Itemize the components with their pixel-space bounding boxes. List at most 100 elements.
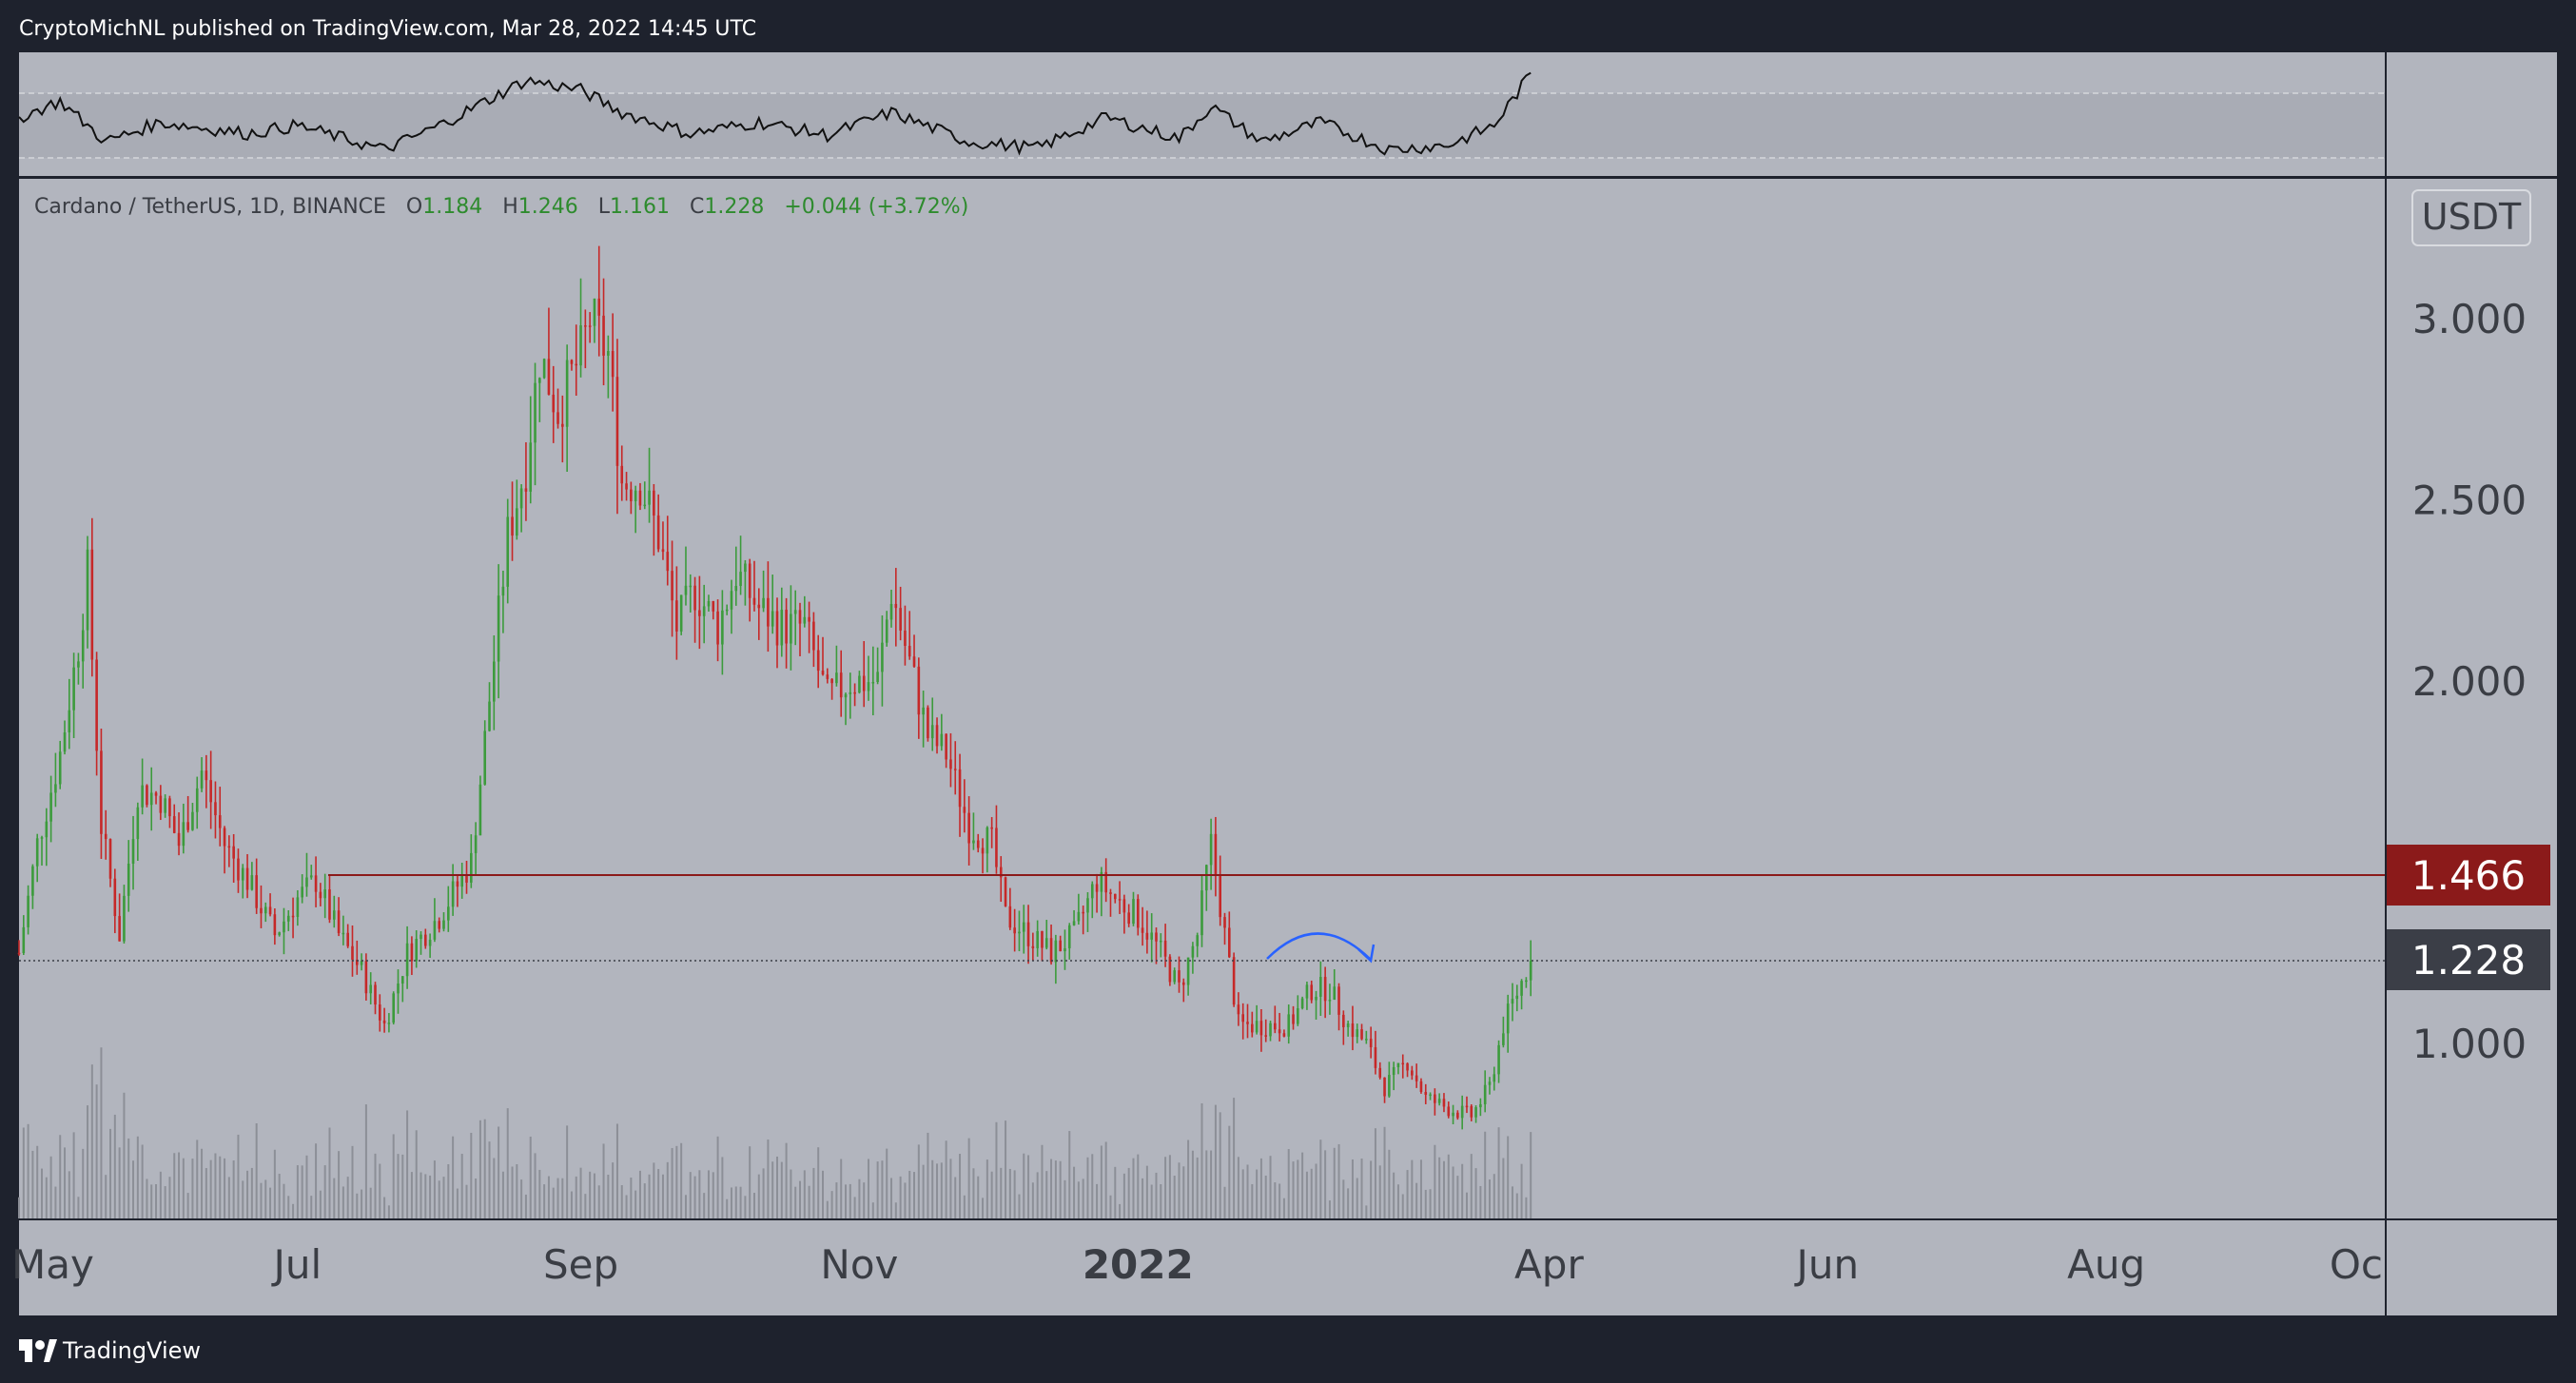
volume-bar bbox=[1388, 1149, 1391, 1218]
candle-body bbox=[1497, 1044, 1500, 1075]
candle-body bbox=[1511, 999, 1514, 1004]
resistance-price-tag[interactable] bbox=[2387, 845, 2550, 906]
volume-bar bbox=[1419, 1159, 1422, 1218]
volume-bar bbox=[319, 1190, 322, 1218]
candle-body bbox=[237, 858, 240, 881]
volume-bar bbox=[1050, 1159, 1053, 1218]
volume-bar bbox=[749, 1146, 751, 1218]
volume-bar bbox=[1525, 1197, 1528, 1218]
volume-bar bbox=[1305, 1171, 1308, 1218]
candle-body bbox=[689, 585, 693, 588]
candle-body bbox=[1356, 1029, 1359, 1038]
volume-bar bbox=[1401, 1194, 1404, 1218]
candle-body bbox=[1434, 1094, 1436, 1103]
candle-body bbox=[967, 812, 970, 844]
currency-button[interactable] bbox=[2411, 189, 2531, 246]
volume-bar bbox=[917, 1144, 920, 1218]
volume-bar bbox=[620, 1185, 623, 1218]
volume-bar bbox=[361, 1189, 363, 1218]
candle-body bbox=[177, 832, 181, 847]
last-price-tag[interactable] bbox=[2387, 929, 2550, 990]
candle-body bbox=[826, 674, 829, 679]
volume-bar bbox=[757, 1174, 760, 1218]
candle-body bbox=[1181, 982, 1185, 985]
volume-bar bbox=[182, 1158, 185, 1218]
candle-body bbox=[693, 585, 696, 611]
candle-body bbox=[762, 597, 765, 609]
volume-bar bbox=[945, 1140, 947, 1218]
candle-body bbox=[223, 828, 226, 847]
candle-body bbox=[81, 630, 85, 662]
candle-body bbox=[675, 600, 678, 632]
candle-body bbox=[816, 650, 820, 672]
volume-bar bbox=[684, 1195, 687, 1218]
candle-body bbox=[1136, 899, 1140, 928]
candle-body bbox=[529, 442, 533, 492]
candle-body bbox=[1315, 996, 1317, 1001]
candle-body bbox=[538, 378, 541, 383]
volume-bar bbox=[940, 1162, 943, 1218]
candle-body bbox=[501, 586, 505, 596]
candle-body bbox=[392, 993, 395, 1023]
volume-bar bbox=[392, 1134, 395, 1218]
candle-body bbox=[1196, 935, 1199, 946]
candle-body bbox=[400, 976, 404, 984]
volume-bar bbox=[949, 1159, 952, 1218]
candle-body bbox=[990, 827, 993, 829]
resistance-price-label: 1.466 bbox=[2411, 852, 2526, 899]
candle-body bbox=[1026, 922, 1030, 946]
symbol-legend[interactable]: Cardano / TetherUS, 1D, BINANCE O1.184 H… bbox=[34, 195, 968, 219]
candle-body bbox=[1310, 984, 1314, 1001]
candle-body bbox=[643, 504, 647, 507]
candle-body bbox=[785, 610, 788, 644]
candle-body bbox=[1305, 984, 1309, 999]
candle-body bbox=[342, 932, 345, 935]
candle-body bbox=[250, 875, 254, 890]
candle-body bbox=[286, 915, 290, 922]
candle-body bbox=[972, 840, 975, 844]
x-tick-label: 2022 bbox=[1083, 1241, 1194, 1288]
volume-bar bbox=[830, 1191, 833, 1218]
candle-body bbox=[1059, 940, 1062, 952]
candle-body bbox=[63, 731, 67, 752]
candle-body bbox=[182, 822, 185, 847]
candle-body bbox=[497, 595, 500, 662]
volume-bar bbox=[1297, 1159, 1299, 1218]
volume-bar bbox=[264, 1179, 267, 1218]
candle-body bbox=[191, 811, 194, 830]
volume-bar bbox=[205, 1168, 207, 1218]
legend-close-label: C bbox=[690, 195, 704, 219]
candle-body bbox=[68, 710, 71, 732]
candle-body bbox=[104, 833, 107, 840]
candle-body bbox=[1392, 1066, 1395, 1076]
volume-bar bbox=[470, 1132, 473, 1218]
volume-bar bbox=[798, 1180, 801, 1218]
volume-bar bbox=[1109, 1195, 1112, 1218]
candle-body bbox=[154, 792, 158, 796]
volume-bar bbox=[1164, 1157, 1167, 1218]
volume-bar bbox=[1045, 1171, 1048, 1218]
candle-body bbox=[1163, 940, 1167, 957]
volume-bar bbox=[1082, 1178, 1084, 1218]
volume-bar bbox=[132, 1160, 135, 1218]
candle-body bbox=[474, 835, 478, 853]
candle-body bbox=[894, 603, 898, 609]
volume-bar bbox=[959, 1154, 962, 1218]
candle-body bbox=[328, 889, 331, 920]
volume-bar bbox=[538, 1169, 541, 1218]
candle-body bbox=[378, 1004, 381, 1021]
candle-body bbox=[447, 906, 450, 921]
volume-bar bbox=[369, 1187, 372, 1218]
arc-arrow-annotation[interactable] bbox=[1266, 932, 1371, 960]
tradingview-logo-icon[interactable] bbox=[19, 1339, 57, 1362]
candle-body bbox=[1178, 970, 1181, 983]
volume-bar bbox=[237, 1134, 240, 1218]
candle-body bbox=[542, 359, 546, 379]
volume-bar bbox=[739, 1186, 742, 1218]
candle-body bbox=[999, 867, 1003, 878]
time-axis[interactable] bbox=[19, 1220, 2385, 1315]
candle-body bbox=[1452, 1112, 1454, 1117]
candle-body bbox=[45, 821, 49, 838]
candle-body bbox=[1095, 884, 1099, 892]
